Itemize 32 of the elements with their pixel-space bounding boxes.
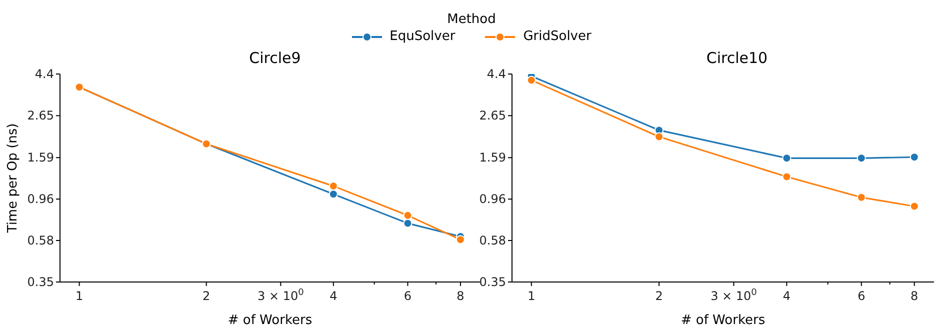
x-tick-label: 8: [910, 289, 918, 303]
x-tick-label: 4: [330, 289, 338, 303]
x-tick-label: 4: [782, 289, 791, 303]
x-axis-title: # of Workers: [680, 313, 766, 328]
y-tick-label: 0.96: [479, 192, 506, 206]
legend-label: GridSolver: [523, 29, 592, 44]
y-tick-label: 1.59: [479, 150, 506, 165]
y-tick-label: 0.35: [27, 275, 54, 289]
chart-title: Circle10: [705, 49, 769, 67]
x-tick-label: 8: [456, 289, 464, 303]
x-tick-label: 1: [528, 289, 536, 303]
x-tick-label: 1: [75, 289, 84, 303]
y-tick-label: 2.65: [27, 108, 54, 123]
y-tick-label: 0.58: [27, 234, 54, 248]
y-tick-label: 1.59: [27, 150, 54, 165]
y-tick-label: 0.58: [479, 234, 506, 248]
legend-label: EquSolver: [390, 29, 456, 44]
x-axis-title: # of Workers: [228, 313, 312, 328]
x-tick-label: 2: [202, 289, 210, 303]
chart-title: Circle9: [248, 49, 302, 67]
y-tick-label: 0.35: [479, 275, 506, 289]
y-tick-label: 4.4: [34, 67, 54, 81]
legend-title: Method: [447, 12, 496, 27]
x-tick-label: 3 × 10$^{0}$: [258, 288, 304, 303]
x-tick-label: 3 × 10$^{0}$: [710, 288, 758, 303]
x-tick-label: 6: [404, 289, 412, 303]
x-tick-label: 2: [655, 289, 663, 303]
y-axis-title: Time per Op (ns): [6, 123, 21, 234]
x-tick-label: 6: [858, 289, 866, 303]
y-tick-label: 2.65: [479, 108, 506, 123]
y-tick-label: 0.96: [27, 192, 54, 206]
y-tick-label: 4.4: [486, 67, 506, 81]
